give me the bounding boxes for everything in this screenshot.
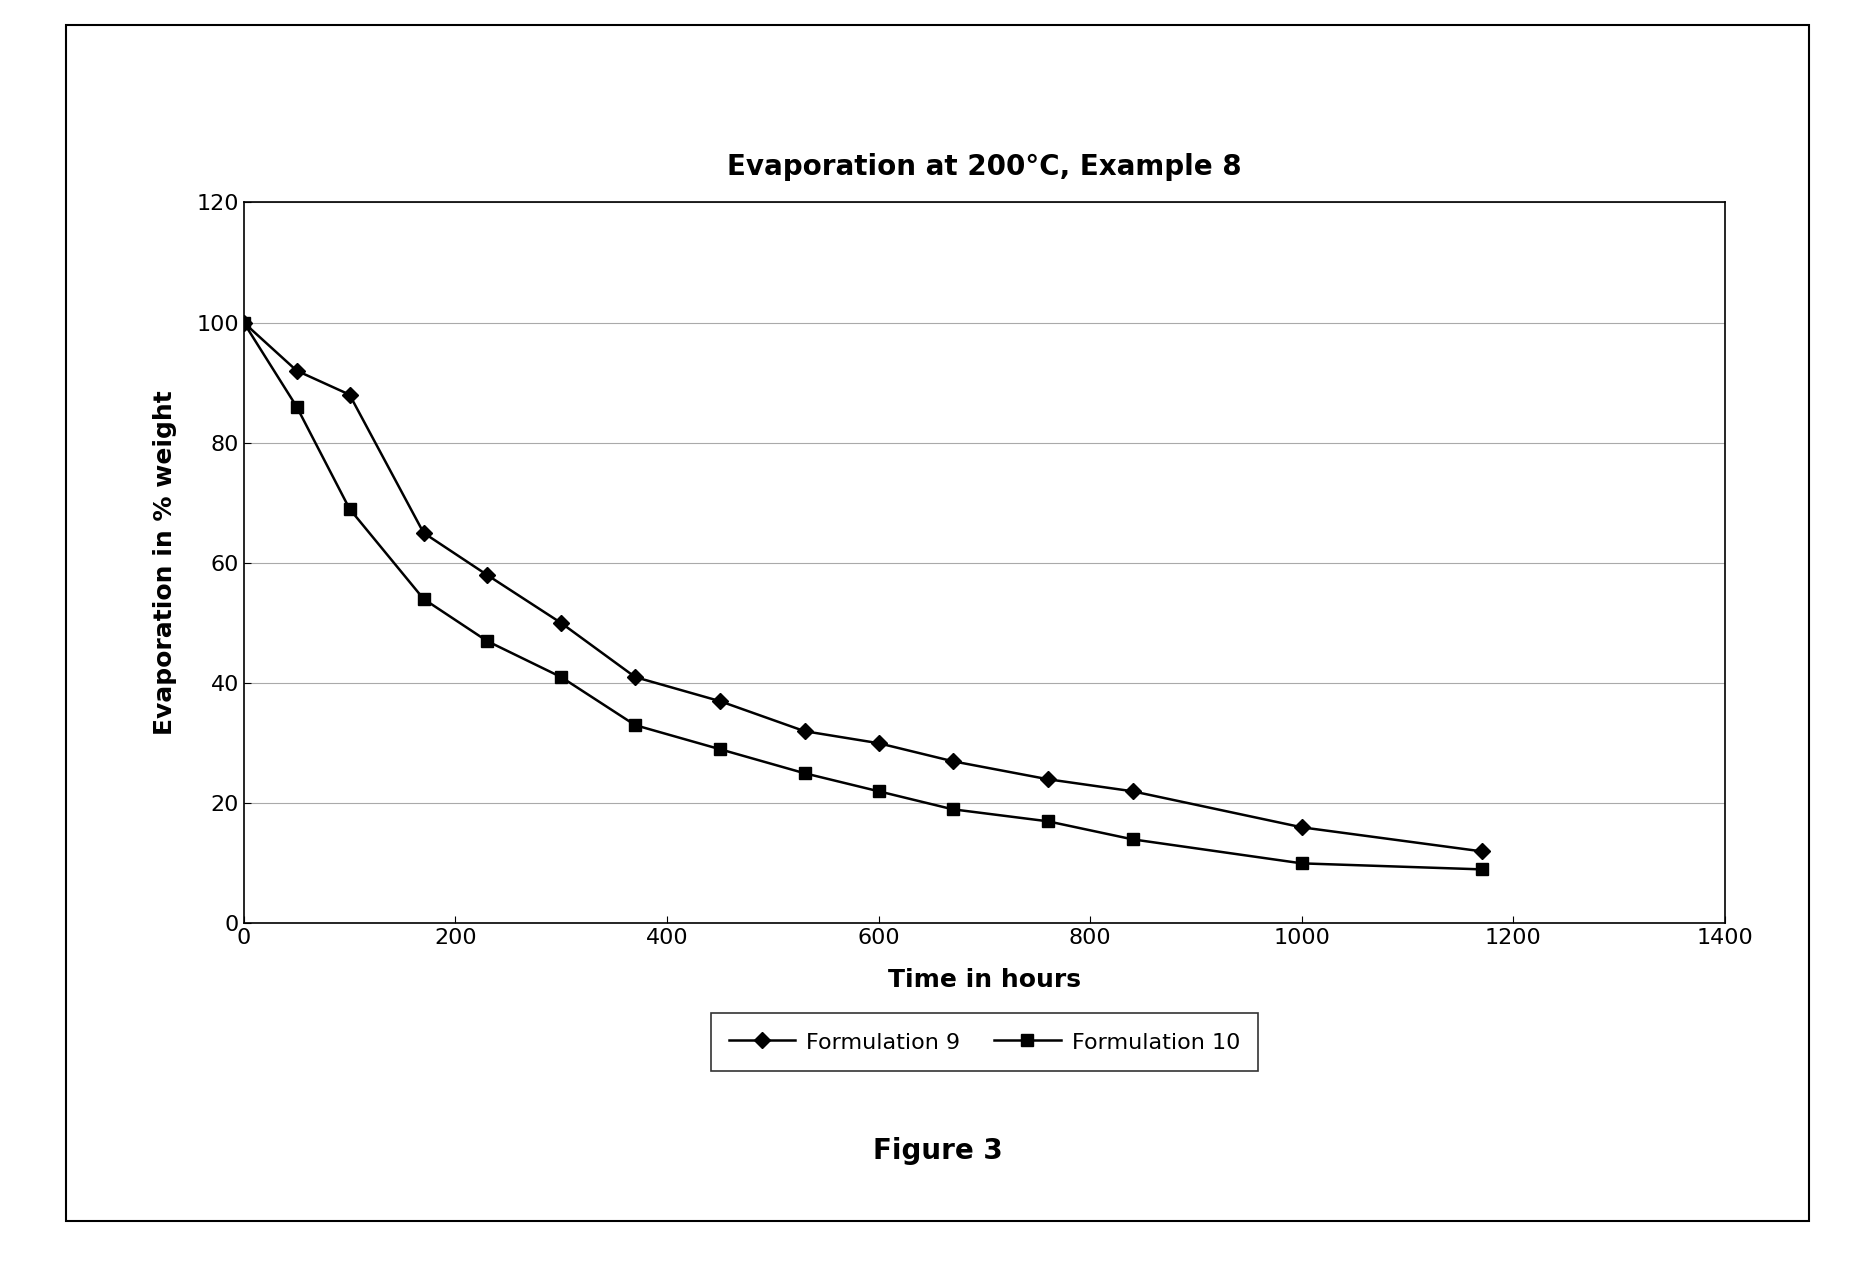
Formulation 9 bbox=[624, 669, 647, 684]
Formulation 9 bbox=[1470, 844, 1492, 859]
Formulation 9 bbox=[476, 568, 499, 583]
Formulation 10 bbox=[1290, 855, 1312, 870]
Formulation 9 bbox=[412, 525, 435, 540]
Formulation 10 bbox=[793, 765, 816, 781]
Formulation 9 bbox=[941, 754, 964, 769]
Formulation 9 bbox=[1290, 820, 1312, 835]
Formulation 9 bbox=[709, 693, 731, 708]
Legend: Formulation 9, Formulation 10: Formulation 9, Formulation 10 bbox=[711, 1012, 1258, 1071]
Formulation 10 bbox=[549, 669, 572, 684]
Formulation 10 bbox=[1470, 861, 1492, 877]
Text: Figure 3: Figure 3 bbox=[872, 1137, 1003, 1165]
Formulation 10 bbox=[285, 400, 308, 415]
Formulation 10 bbox=[868, 783, 891, 799]
X-axis label: Time in hours: Time in hours bbox=[889, 968, 1080, 992]
Line: Formulation 9: Formulation 9 bbox=[238, 318, 1487, 856]
Formulation 10 bbox=[709, 741, 731, 756]
Formulation 9 bbox=[549, 616, 572, 631]
Formulation 10 bbox=[1121, 832, 1144, 848]
Formulation 9 bbox=[793, 724, 816, 739]
Formulation 10 bbox=[624, 717, 647, 732]
Formulation 9 bbox=[868, 736, 891, 751]
Formulation 10 bbox=[412, 592, 435, 607]
Formulation 9 bbox=[232, 315, 255, 330]
Formulation 10 bbox=[1037, 813, 1059, 829]
Formulation 10 bbox=[232, 315, 255, 330]
Y-axis label: Evaporation in % weight: Evaporation in % weight bbox=[154, 391, 176, 735]
Formulation 9 bbox=[285, 363, 308, 378]
Formulation 10 bbox=[941, 802, 964, 817]
Title: Evaporation at 200°C, Example 8: Evaporation at 200°C, Example 8 bbox=[728, 153, 1241, 181]
Formulation 9 bbox=[338, 387, 360, 402]
Formulation 10 bbox=[338, 501, 360, 516]
Formulation 9 bbox=[1037, 772, 1059, 787]
Formulation 9 bbox=[1121, 783, 1144, 799]
Formulation 10 bbox=[476, 634, 499, 649]
Line: Formulation 10: Formulation 10 bbox=[238, 318, 1487, 875]
